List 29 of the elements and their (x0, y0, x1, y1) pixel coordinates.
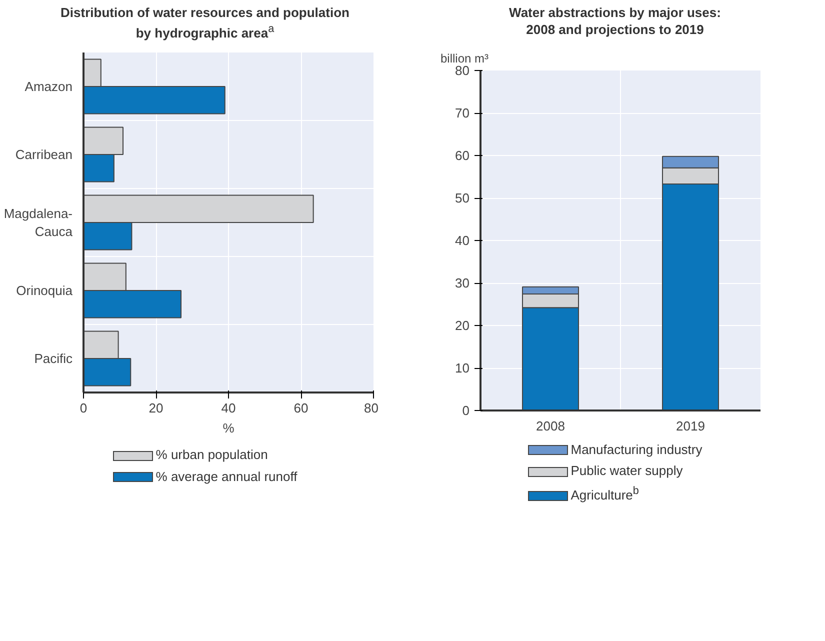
y-axis-title: billion m³ (440, 51, 489, 66)
legend-label: % urban population (154, 446, 269, 464)
y-tick-label: 40 (455, 232, 470, 248)
y-tick-label: Magdalena- Cauca (4, 206, 74, 240)
y-tick-label: 20 (455, 318, 470, 333)
y-tick-label: 80 (455, 62, 470, 78)
x-tick-label: 20 (148, 400, 164, 416)
y-tick-label: 10 (455, 360, 470, 376)
x-tick-label: 80 (364, 400, 379, 416)
y-tick-label: Pacific (34, 351, 73, 366)
y-tick-label: 50 (455, 190, 470, 206)
legend-label: Agriculture$^{b}$ (570, 484, 640, 504)
legend-label: Manufacturing industry (570, 440, 702, 459)
x-tick-label: 2019 (676, 418, 705, 434)
y-tick-label: 70 (455, 105, 470, 120)
chart-title: Water abstractions by major uses: 2008 and projections to 2019 (509, 5, 721, 39)
x-tick-label: 40 (221, 400, 236, 416)
y-tick-label: 30 (455, 275, 470, 290)
y-tick-label: Orinoquia (16, 283, 74, 298)
x-tick-label: 2008 (536, 418, 565, 434)
y-tick-label: Amazon (24, 79, 73, 94)
x-axis-title: % (222, 420, 235, 436)
x-tick-label: 60 (294, 400, 308, 416)
x-tick-label: 0 (80, 400, 88, 416)
legend-label: % average annual runoff (154, 468, 298, 486)
y-tick-label: Carribean (15, 147, 73, 162)
y-tick-label: 60 (455, 148, 470, 163)
legend-label: Public water supply (570, 462, 684, 480)
chart-title: Distribution of water resources and population by hydrographic area$^{a}$ (60, 5, 350, 42)
